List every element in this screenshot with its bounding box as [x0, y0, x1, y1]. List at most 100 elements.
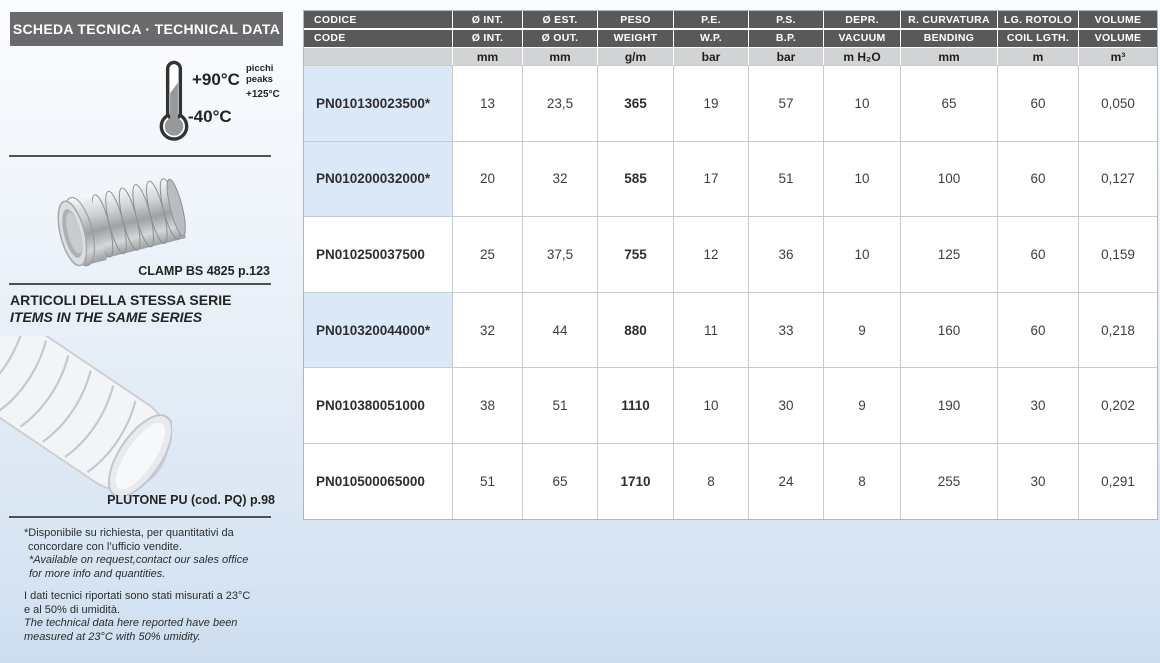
value-cell: 10 — [824, 141, 900, 217]
col-unit: bar — [674, 48, 748, 65]
col-subheader: Ø INT. — [453, 29, 522, 47]
value-cell: 65 — [901, 66, 997, 141]
value-cell: 0,202 — [1079, 368, 1157, 443]
value-cell: 755 — [598, 217, 673, 292]
divider — [9, 283, 271, 285]
value-cell: 365 — [598, 66, 673, 141]
code-cell: PN010130023500* — [304, 66, 452, 141]
code-cell: PN010320044000* — [304, 292, 452, 368]
col-unit: m H₂O — [824, 48, 900, 65]
col-subheader: W.P. — [674, 29, 748, 47]
col-unit: m³ — [1079, 48, 1157, 65]
table-row: PN010500065000 51 65 1710 8 24 8 255 30 … — [304, 443, 1157, 519]
col-unit: g/m — [598, 48, 673, 65]
clamp-fitting-image — [57, 175, 186, 267]
footnote-line: *Available on request,contact our sales … — [29, 554, 249, 566]
col-unit: mm — [901, 48, 997, 65]
header-row-it: CODICE Ø INT. Ø EST. PESO P.E. P.S. DEPR… — [304, 11, 1157, 28]
col-subheader: WEIGHT — [598, 29, 673, 47]
value-cell: 10 — [824, 217, 900, 292]
value-cell: 100 — [901, 141, 997, 217]
col-header: Ø EST. — [523, 11, 597, 28]
clamp-caption: CLAMP BS 4825 p.123 — [138, 264, 270, 278]
col-unit: bar — [749, 48, 823, 65]
value-cell: 60 — [998, 66, 1078, 141]
code-cell: PN010380051000 — [304, 368, 452, 443]
value-cell: 0,291 — [1079, 443, 1157, 519]
col-subheader: Ø OUT. — [523, 29, 597, 47]
value-cell: 19 — [674, 66, 748, 141]
footnote-availability: *Disponibile su richiesta, per quantitat… — [24, 527, 302, 581]
value-cell: 125 — [901, 217, 997, 292]
value-cell: 32 — [453, 292, 522, 368]
divider — [9, 516, 271, 518]
col-header: P.S. — [749, 11, 823, 28]
col-header: DEPR. — [824, 11, 900, 28]
value-cell: 8 — [674, 443, 748, 519]
table-body: PN010130023500* 13 23,5 365 19 57 10 65 … — [304, 65, 1157, 519]
temp-max-label: +90°C — [192, 70, 240, 89]
value-cell: 51 — [749, 141, 823, 217]
sidebar: SCHEDA TECNICA · TECHNICAL DATA +90°C pi… — [0, 0, 303, 663]
col-unit: mm — [523, 48, 597, 65]
footnote-line: measured at 23°C with 50% umidity. — [24, 630, 201, 643]
sheet-title-bar: SCHEDA TECNICA · TECHNICAL DATA — [10, 12, 283, 46]
temp-min-label: -40°C — [188, 107, 232, 126]
footnote-measurement: I dati tecnici riportati sono stati misu… — [24, 590, 302, 644]
col-subheader: VOLUME — [1079, 29, 1157, 47]
value-cell: 30 — [998, 443, 1078, 519]
thermometer-icon — [159, 60, 189, 141]
table-header: CODICE Ø INT. Ø EST. PESO P.E. P.S. DEPR… — [304, 11, 1157, 65]
value-cell: 25 — [453, 217, 522, 292]
peaks-label-en: peaks — [246, 74, 273, 85]
col-subheader: CODE — [304, 29, 452, 47]
footnote-line: e al 50% di umidità. — [24, 603, 120, 616]
technical-data-table: CODICE Ø INT. Ø EST. PESO P.E. P.S. DEPR… — [303, 10, 1158, 520]
table-row: PN010320044000* 32 44 880 11 33 9 160 60… — [304, 292, 1157, 368]
value-cell: 11 — [674, 292, 748, 368]
divider — [9, 155, 271, 157]
col-subheader: B.P. — [749, 29, 823, 47]
col-subheader: COIL LGTH. — [998, 29, 1078, 47]
value-cell: 10 — [674, 368, 748, 443]
value-cell: 33 — [749, 292, 823, 368]
table-row: PN010130023500* 13 23,5 365 19 57 10 65 … — [304, 66, 1157, 141]
value-cell: 44 — [523, 292, 597, 368]
peaks-label-it: picchi — [246, 63, 274, 74]
value-cell: 10 — [824, 66, 900, 141]
value-cell: 60 — [998, 141, 1078, 217]
series-title-en: ITEMS IN THE SAME SERIES — [10, 309, 203, 325]
value-cell: 9 — [824, 368, 900, 443]
code-cell: PN010500065000 — [304, 443, 452, 519]
code-cell: PN010250037500 — [304, 217, 452, 292]
value-cell: 0,050 — [1079, 66, 1157, 141]
value-cell: 8 — [824, 443, 900, 519]
header-row-en: CODE Ø INT. Ø OUT. WEIGHT W.P. B.P. VACU… — [304, 29, 1157, 47]
temp-peaks-block: picchi peaks +125°C — [246, 63, 280, 100]
col-header: PESO — [598, 11, 673, 28]
col-header: VOLUME — [1079, 11, 1157, 28]
peaks-value: +125°C — [246, 89, 280, 100]
hose-caption: PLUTONE PU (cod. PQ) p.98 — [107, 493, 275, 507]
value-cell: 0,127 — [1079, 141, 1157, 217]
value-cell: 24 — [749, 443, 823, 519]
footnote-line: for more info and quantities. — [29, 567, 166, 580]
footnotes: *Disponibile su richiesta, per quantitat… — [24, 527, 302, 653]
footnote-line: *Disponibile su richiesta, per quantitat… — [24, 527, 234, 539]
header-row-units: mm mm g/m bar bar m H₂O mm m m³ — [304, 48, 1157, 65]
value-cell: 38 — [453, 368, 522, 443]
footnote-line: The technical data here reported have be… — [24, 617, 238, 629]
value-cell: 12 — [674, 217, 748, 292]
value-cell: 57 — [749, 66, 823, 141]
code-cell: PN010200032000* — [304, 141, 452, 217]
table-row: PN010250037500 25 37,5 755 12 36 10 125 … — [304, 217, 1157, 292]
value-cell: 23,5 — [523, 66, 597, 141]
col-subheader: VACUUM — [824, 29, 900, 47]
value-cell: 36 — [749, 217, 823, 292]
value-cell: 13 — [453, 66, 522, 141]
hose-image — [0, 336, 172, 496]
col-header: R. CURVATURA — [901, 11, 997, 28]
table-row: PN010200032000* 20 32 585 17 51 10 100 6… — [304, 141, 1157, 217]
sheet-title: SCHEDA TECNICA · TECHNICAL DATA — [12, 21, 281, 37]
